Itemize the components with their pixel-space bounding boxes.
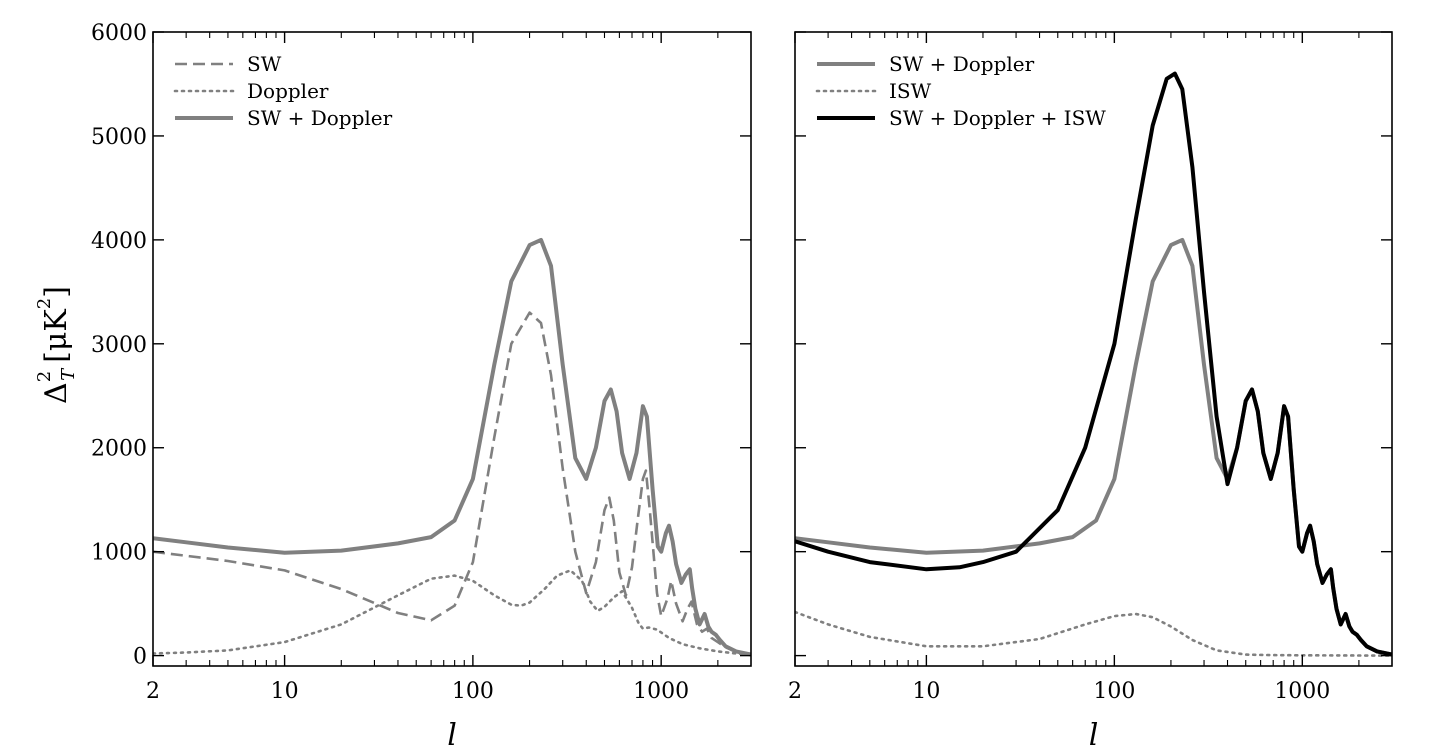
plot-frame [152,31,752,667]
y-axis-label-delta: Δ [39,382,74,404]
legend-label: SW + Doppler + ISW [889,106,1106,130]
plot-frame [794,31,1393,667]
legend-label: ISW [889,79,932,103]
right-panel: 2 10 100 1000 l SW + Doppler ISW SW + Doppler +… [788,31,1393,753]
legend-label: Doppler [247,79,329,103]
y-axis-label-close: ] [39,286,74,298]
y-tick-label: 3000 [91,333,147,358]
series-line-sw [153,311,751,656]
y-tick-label: 2000 [91,437,147,462]
x-axis-label: l [447,718,457,753]
series-line-doppler [153,569,751,656]
legend: SW + Doppler ISW SW + Doppler + ISW [815,52,1106,130]
series-line-sw-doppler-isw [795,71,1392,657]
y-axis-label-sub: T [58,367,79,381]
y-axis-label-unit: [μK [39,309,74,363]
y-tick-label: 5000 [91,125,147,150]
legend: SW Doppler SW + Doppler [173,52,393,130]
series-line-sw-doppler [795,237,1392,657]
x-axis-label: l [1089,718,1099,753]
x-tick-label: 100 [452,679,494,704]
y-tick-label: 6000 [91,21,147,46]
x-tick-label: 10 [271,679,299,704]
x-tick-label: 10 [912,679,940,704]
x-tick-label: 2 [146,679,160,704]
y-axis-label: Δ2 T[μK2] [34,286,79,404]
y-tick-label: 4000 [91,229,147,254]
legend-label: SW + Doppler [247,106,393,130]
series-line-isw [795,610,1392,657]
legend-label: SW [247,52,282,76]
y-axis-label-exp: 2 [34,371,55,382]
x-tick-label: 2 [788,679,802,704]
y-axis-label-unit-exp: 2 [34,298,55,309]
x-tick-label: 100 [1093,679,1135,704]
legend-label: SW + Doppler [889,52,1035,76]
left-panel: 2 10 100 1000 0 1000 2000 3000 4000 5000 6000 l SW Do… [91,21,752,753]
x-tick-label: 1000 [633,679,689,704]
x-tick-label: 1000 [1274,679,1330,704]
y-tick-label: 1000 [91,541,147,566]
svg-text:Δ2T[μK2]: Δ2 T[μK2] [34,286,79,404]
series-line-sw-doppler [153,237,751,657]
y-tick-label: 0 [133,645,147,670]
